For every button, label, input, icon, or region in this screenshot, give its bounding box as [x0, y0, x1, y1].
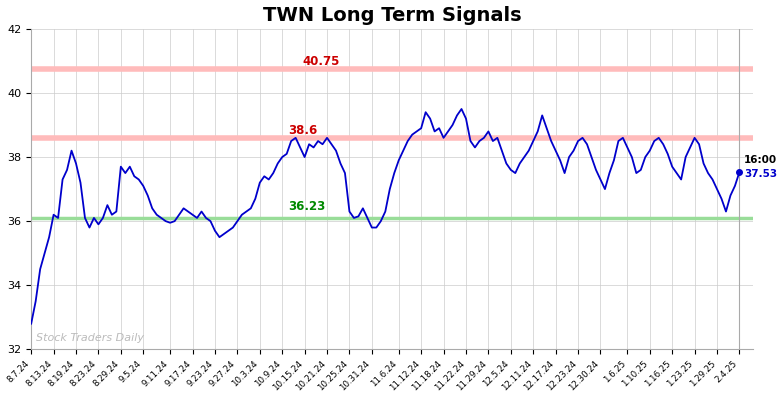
Text: 36.23: 36.23	[288, 200, 325, 213]
Text: 40.75: 40.75	[302, 55, 339, 68]
Text: 16:00: 16:00	[744, 154, 777, 164]
Text: 38.6: 38.6	[288, 124, 317, 137]
Text: Stock Traders Daily: Stock Traders Daily	[35, 333, 143, 343]
Title: TWN Long Term Signals: TWN Long Term Signals	[263, 6, 521, 25]
Text: 37.53: 37.53	[744, 169, 777, 179]
